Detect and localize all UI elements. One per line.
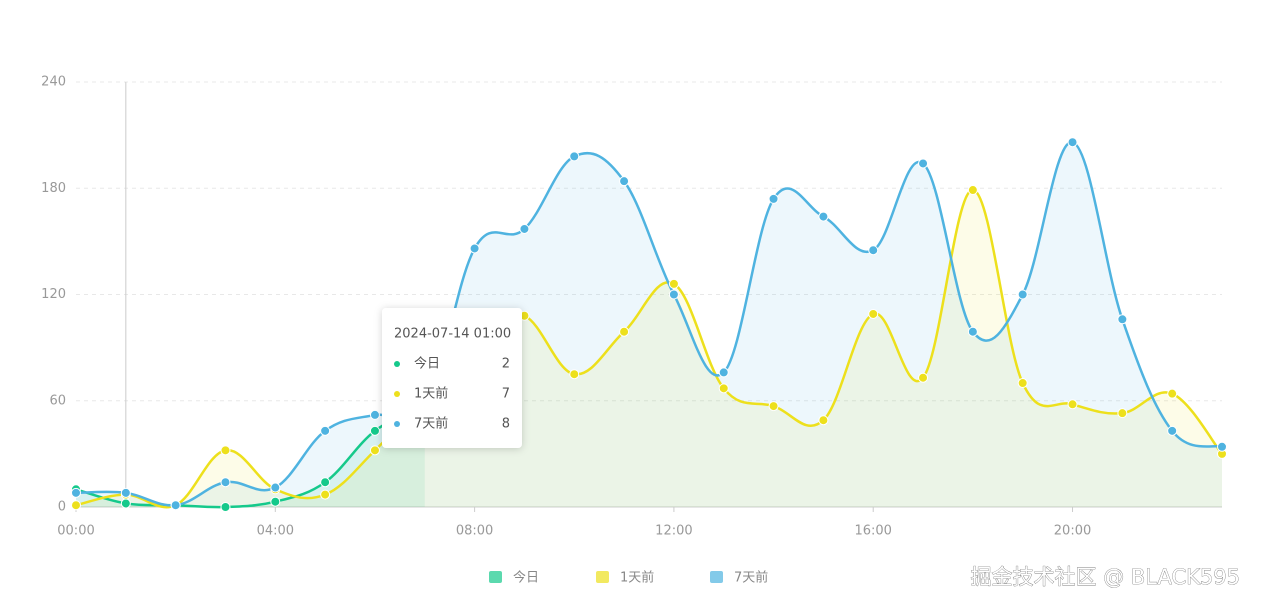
area — [76, 190, 1222, 508]
point — [718, 367, 729, 378]
tooltip-dot — [394, 361, 400, 367]
x-tick-label: 04:00 — [257, 524, 294, 539]
point — [71, 500, 81, 511]
tooltip-box — [382, 308, 522, 448]
area — [76, 406, 425, 508]
legend-label: 今日 — [513, 570, 539, 586]
x-tick-label: 20:00 — [1054, 524, 1091, 539]
point — [967, 185, 978, 196]
point — [320, 489, 331, 500]
line — [75, 404, 426, 509]
y-tick-label: 240 — [41, 75, 66, 90]
point — [668, 289, 679, 300]
area — [76, 142, 1222, 507]
point — [320, 425, 331, 436]
point — [120, 498, 131, 509]
point — [1117, 314, 1128, 325]
points — [71, 137, 1227, 512]
point — [170, 500, 181, 511]
point — [918, 372, 929, 383]
watermark: 掘金技术社区 @ BLACK595 — [971, 565, 1240, 589]
point — [768, 401, 779, 412]
tooltip-value: 2 — [502, 357, 510, 372]
point — [469, 243, 480, 254]
point — [868, 308, 879, 319]
line — [75, 140, 1223, 507]
point — [619, 176, 630, 187]
x-tick-label: 12:00 — [655, 524, 692, 539]
point — [768, 193, 779, 204]
tooltip-name: 1天前 — [414, 386, 448, 402]
point — [369, 445, 380, 456]
tooltip-name: 7天前 — [414, 416, 448, 432]
point — [918, 158, 929, 169]
point — [818, 211, 829, 222]
y-tick-label: 180 — [41, 181, 66, 196]
point — [1167, 388, 1178, 399]
x-tick-label: 08:00 — [456, 524, 493, 539]
tooltip-value: 8 — [502, 417, 510, 432]
point — [1017, 378, 1028, 389]
point — [868, 245, 879, 256]
legend-swatch — [489, 571, 502, 583]
legend-swatch — [710, 571, 723, 583]
tooltip-name: 今日 — [414, 356, 440, 372]
legend-label: 7天前 — [734, 570, 768, 586]
point — [818, 415, 829, 426]
areas — [76, 142, 1222, 508]
point — [220, 477, 231, 488]
point — [569, 151, 580, 162]
point — [1167, 425, 1178, 436]
point — [71, 487, 81, 498]
tooltip: 2024-07-14 01:00 今日 2 1天前 7 7天前 8 — [382, 308, 522, 448]
x-tick-label: 16:00 — [854, 524, 891, 539]
point — [1067, 137, 1078, 148]
point — [1067, 399, 1078, 410]
point — [1017, 289, 1028, 300]
point — [1117, 408, 1128, 419]
tooltip-value: 7 — [502, 387, 510, 402]
tooltip-title: 2024-07-14 01:00 — [394, 327, 511, 342]
y-tick-label: 120 — [41, 287, 66, 302]
tooltip-dot — [394, 421, 400, 427]
y-tick-label: 0 — [58, 500, 66, 515]
point — [619, 326, 630, 337]
point — [369, 409, 380, 420]
point — [270, 496, 281, 507]
point — [220, 502, 231, 512]
legend-label: 1天前 — [620, 570, 654, 586]
point — [120, 487, 131, 498]
legend-swatch — [596, 571, 609, 583]
x-tick-label: 00:00 — [57, 524, 94, 539]
point — [369, 425, 380, 436]
point — [569, 369, 580, 380]
point — [220, 445, 231, 456]
point — [967, 326, 978, 337]
y-tick-label: 60 — [49, 393, 66, 408]
point — [1217, 441, 1227, 452]
tooltip-dot — [394, 391, 400, 397]
point — [519, 223, 530, 234]
point — [668, 278, 679, 289]
point — [270, 482, 281, 493]
point — [718, 383, 729, 394]
point — [320, 477, 331, 488]
